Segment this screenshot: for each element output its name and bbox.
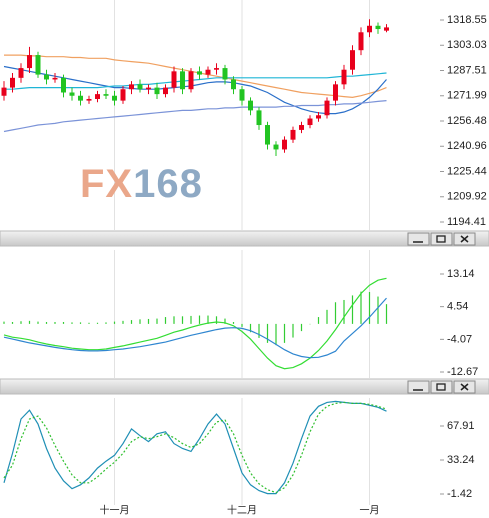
minimize-button[interactable] [407, 232, 430, 246]
candle-body [256, 110, 262, 126]
x-tick-label: 十二月 [227, 504, 257, 517]
candle-body [350, 50, 355, 70]
candle-body [273, 144, 279, 150]
candle-body [137, 84, 143, 90]
candle-body [324, 100, 330, 116]
candle-body [231, 79, 236, 90]
watermark-part: FX [80, 162, 133, 206]
y-tick-label: 4.54 [447, 301, 468, 313]
candle-body [265, 125, 270, 145]
y-tick-label: 1225.44 [447, 165, 487, 177]
watermark-part: 168 [133, 162, 203, 206]
candle-body [384, 27, 389, 31]
series-line [4, 72, 387, 90]
y-tick-label: 1194.41 [447, 216, 486, 228]
series-line [4, 54, 387, 99]
y-tick-label: 33.24 [447, 454, 475, 466]
candle-body [180, 71, 185, 90]
candle-body [78, 95, 83, 101]
candle-body [290, 129, 296, 140]
series-line [3, 65, 387, 115]
y-tick-label: -4.07 [447, 333, 472, 345]
candle-body [307, 118, 313, 126]
candle-body [205, 69, 211, 75]
candle-body [197, 71, 202, 75]
candle-body [333, 84, 338, 101]
series-line [3, 277, 387, 370]
candle-body [222, 68, 228, 80]
candle-body [52, 77, 58, 80]
y-tick-label: 13.14 [447, 268, 475, 280]
candle-body [44, 74, 49, 80]
candle-body [299, 125, 304, 130]
series-line [3, 401, 387, 494]
candle-body [35, 55, 41, 75]
candle-body [129, 84, 134, 90]
candle-body [86, 98, 92, 101]
y-tick-label: 1271.99 [447, 90, 487, 102]
candle-body [69, 92, 75, 96]
y-tick-label: 1303.03 [447, 39, 487, 51]
candle-body [282, 139, 287, 150]
series-line [3, 400, 387, 495]
candle-body [18, 68, 24, 78]
candle-body [27, 55, 32, 69]
candle-body [120, 89, 126, 101]
candle-body [163, 87, 168, 95]
y-tick-label: 67.91 [447, 420, 475, 432]
series-line [3, 297, 387, 359]
y-tick-label: 1240.96 [447, 140, 487, 152]
candle-body [367, 25, 372, 33]
maximize-button[interactable] [430, 380, 453, 394]
candle-body [188, 71, 194, 90]
y-tick-label: -1.42 [447, 488, 472, 500]
candle-body [103, 94, 109, 96]
y-tick-label: -12.67 [447, 366, 478, 378]
series-line [3, 100, 387, 133]
watermark: FX168 [80, 162, 203, 206]
candle-body [61, 77, 66, 93]
y-tick-label: 1318.55 [447, 14, 487, 26]
divider [0, 378, 489, 395]
candle-body [112, 95, 117, 101]
candle-body [375, 25, 381, 30]
candle-body [214, 68, 219, 70]
candle-body [316, 115, 321, 119]
minimize-button[interactable] [407, 380, 430, 394]
x-tick-label: 十一月 [100, 504, 130, 517]
candle-body [1, 87, 7, 96]
candle-body [154, 87, 160, 95]
y-tick-label: 1256.48 [447, 115, 487, 127]
candle-body [10, 77, 15, 88]
x-tick-label: 一月 [360, 505, 380, 517]
candle-body [95, 94, 100, 99]
y-tick-label: 1209.92 [447, 191, 487, 203]
candle-body [171, 71, 177, 88]
candle-body [358, 32, 364, 51]
y-tick-label: 1287.51 [447, 64, 487, 76]
divider [0, 230, 489, 247]
candle-body [341, 69, 347, 85]
maximize-button[interactable] [430, 232, 453, 246]
candle-body [146, 87, 151, 90]
candle-body [239, 89, 245, 101]
candle-body [248, 100, 253, 111]
